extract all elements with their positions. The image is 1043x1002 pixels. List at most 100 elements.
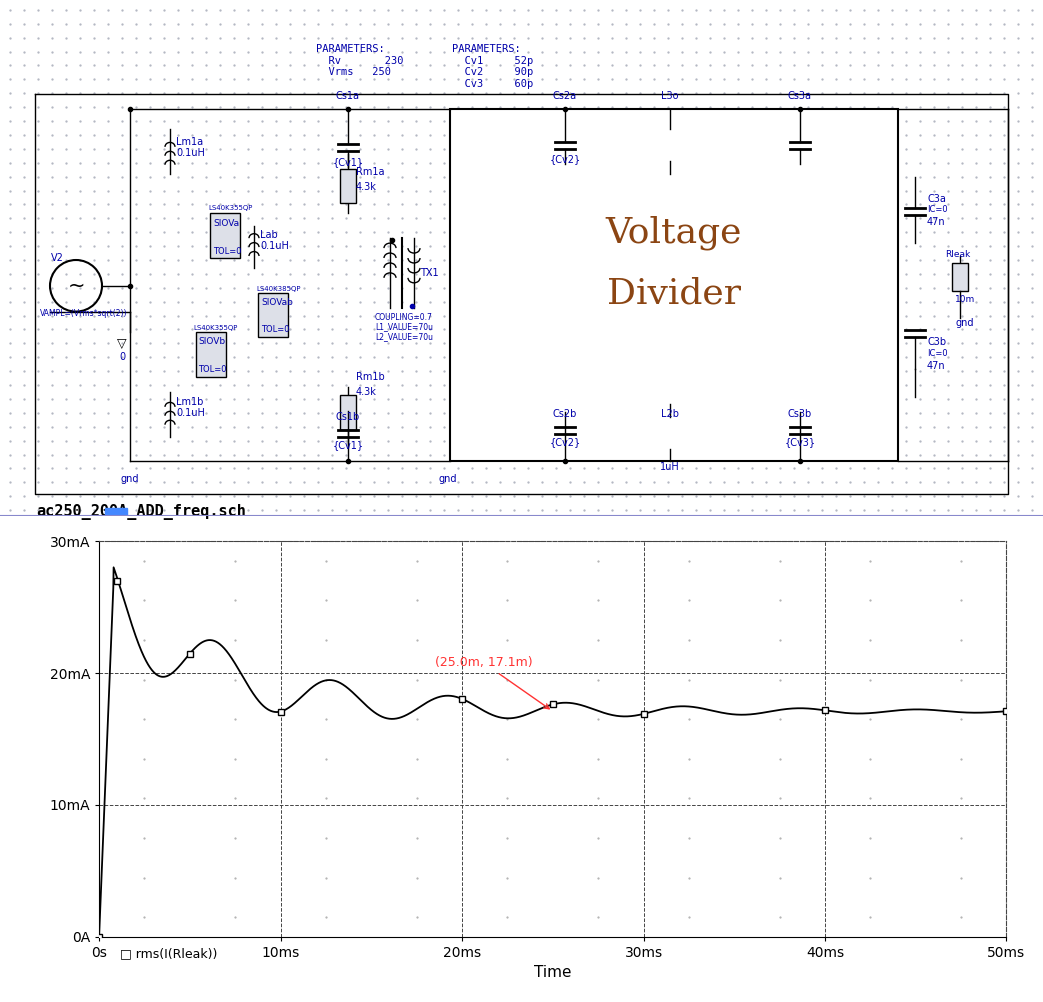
Point xyxy=(2,2,19,18)
Point xyxy=(436,405,453,421)
Point xyxy=(757,182,774,198)
Point xyxy=(72,308,89,324)
Point xyxy=(772,196,789,212)
Point xyxy=(576,488,592,504)
Point xyxy=(295,113,312,129)
Text: SIOVa: SIOVa xyxy=(213,219,239,228)
Point xyxy=(996,71,1013,87)
Point xyxy=(44,71,60,87)
Point xyxy=(925,210,942,226)
Point xyxy=(870,405,887,421)
Point xyxy=(155,488,172,504)
Point xyxy=(617,85,634,101)
Point xyxy=(184,196,200,212)
Point xyxy=(491,433,508,449)
Point xyxy=(680,791,697,807)
Point xyxy=(436,2,453,18)
Point xyxy=(268,405,285,421)
Point xyxy=(170,43,187,60)
Point xyxy=(408,419,425,435)
Point xyxy=(855,141,872,157)
Point xyxy=(127,85,144,101)
Point xyxy=(225,447,242,463)
Point xyxy=(338,168,355,184)
Point xyxy=(408,196,425,212)
Point xyxy=(519,85,536,101)
Point xyxy=(240,280,257,296)
Point xyxy=(295,141,312,157)
Point xyxy=(227,671,244,687)
Point xyxy=(338,377,355,393)
Point xyxy=(674,99,690,115)
Point xyxy=(310,377,326,393)
Bar xyxy=(258,293,288,338)
Point xyxy=(814,57,830,73)
Point xyxy=(436,419,453,435)
Point xyxy=(757,154,774,170)
Point xyxy=(632,391,649,407)
Point xyxy=(198,433,215,449)
Point xyxy=(351,322,368,338)
Point xyxy=(953,363,970,379)
Point xyxy=(800,85,817,101)
Point xyxy=(996,127,1013,143)
Point xyxy=(408,2,425,18)
Point xyxy=(925,322,942,338)
Point xyxy=(912,488,928,504)
Point xyxy=(240,488,257,504)
Point xyxy=(772,830,789,846)
Point xyxy=(127,2,144,18)
Point xyxy=(366,391,383,407)
Point xyxy=(478,350,494,366)
Point xyxy=(814,2,830,18)
Point xyxy=(240,127,257,143)
Point xyxy=(534,210,551,226)
Point xyxy=(519,474,536,490)
Point xyxy=(659,127,676,143)
Point xyxy=(1010,419,1026,435)
Point xyxy=(898,154,915,170)
Point xyxy=(772,141,789,157)
Point xyxy=(380,71,396,87)
Point xyxy=(772,671,789,687)
Point xyxy=(295,57,312,73)
Point xyxy=(366,502,383,518)
Point xyxy=(295,363,312,379)
Point xyxy=(687,43,704,60)
Point xyxy=(519,16,536,32)
Point xyxy=(632,266,649,282)
Point xyxy=(898,85,915,101)
Point xyxy=(253,488,270,504)
Point xyxy=(184,447,200,463)
Point xyxy=(562,16,579,32)
Point xyxy=(659,85,676,101)
Point xyxy=(240,391,257,407)
Point xyxy=(702,16,719,32)
Point xyxy=(744,502,760,518)
Point xyxy=(114,141,130,157)
Point xyxy=(912,322,928,338)
Point xyxy=(393,30,410,46)
Point xyxy=(883,502,900,518)
Point xyxy=(127,280,144,296)
Point xyxy=(828,182,845,198)
Text: ~: ~ xyxy=(67,276,84,296)
Point xyxy=(2,141,19,157)
Point xyxy=(29,280,46,296)
Text: PARAMETERS:: PARAMETERS: xyxy=(452,44,520,54)
Point xyxy=(940,252,956,268)
Point xyxy=(393,488,410,504)
Point xyxy=(100,391,117,407)
Point xyxy=(953,113,970,129)
Text: PARAMETERS:: PARAMETERS: xyxy=(316,44,385,54)
Point xyxy=(757,16,774,32)
Point xyxy=(184,141,200,157)
Point xyxy=(436,16,453,32)
Point xyxy=(534,294,551,310)
Point xyxy=(814,85,830,101)
Point xyxy=(687,57,704,73)
Point xyxy=(499,750,515,767)
Point xyxy=(29,252,46,268)
Point xyxy=(912,168,928,184)
Point xyxy=(925,127,942,143)
